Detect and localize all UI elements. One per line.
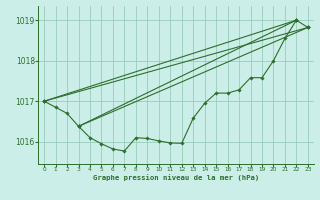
X-axis label: Graphe pression niveau de la mer (hPa): Graphe pression niveau de la mer (hPa) xyxy=(93,174,259,181)
